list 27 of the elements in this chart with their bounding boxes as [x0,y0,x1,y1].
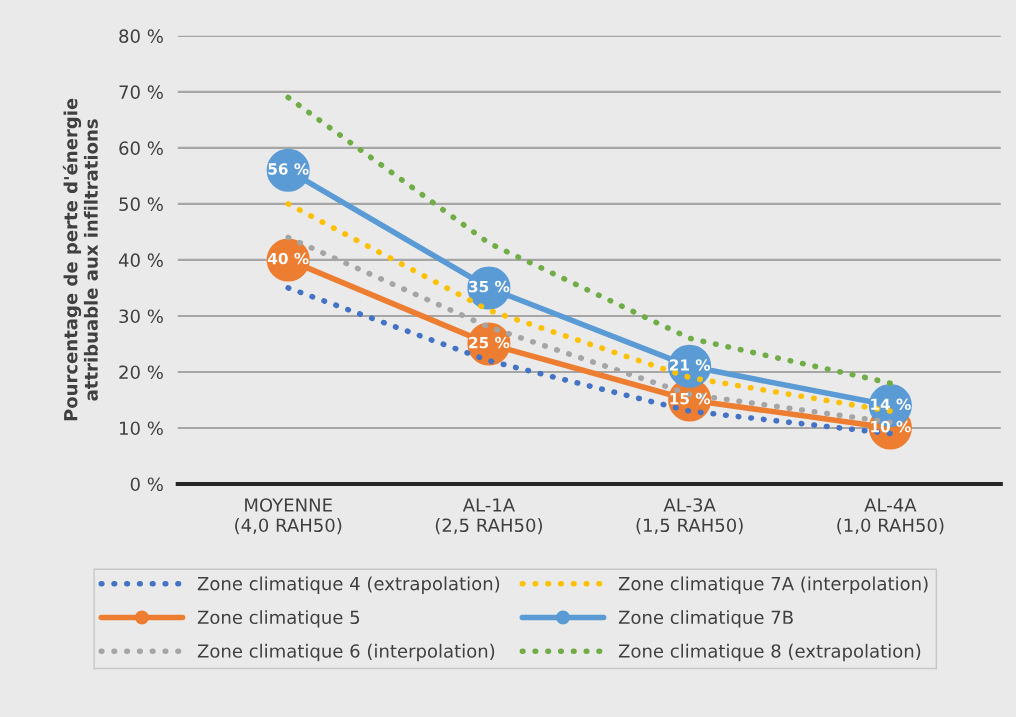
data-label: 21 % [669,359,711,371]
data-label: 35 % [469,280,510,293]
legend-label: Zone climatique 5 [197,610,360,628]
y-tick-label: 80 % [119,29,163,43]
y-tick-label: 10 % [120,421,163,436]
y-tick-label: 20 % [119,365,163,380]
legend-label: Zone climatique 4 (extrapolation) [197,576,500,594]
legend-label: Zone climatique 6 (interpolation) [197,643,495,662]
data-label: 25 % [469,336,510,349]
legend-label: Zone climatique 7A (interpolation) [618,576,928,594]
x-tick-label: AL-3A (1,5 RAH50) [636,498,743,535]
y-tick-label: 40 % [118,253,163,268]
y-tick-label: 0 % [130,477,163,492]
data-label: 56 % [268,163,309,175]
y-axis-title: Pourcentage de perte d'énergie attribuable aux infiltrations [62,98,98,421]
data-label: 15 % [670,392,711,405]
x-tick-label: AL-4A (1,0 RAH50) [837,498,944,535]
legend-label: Zone climatique 8 (extrapolation) [618,643,921,662]
y-tick-label: 70 % [119,85,163,99]
y-tick-label: 50 % [119,197,163,212]
data-label: 14 % [871,398,911,410]
data-label: 40 % [267,252,309,265]
legend-label: Zone climatique 7B [618,610,793,628]
y-tick-label: 30 % [119,309,163,324]
y-tick-label: 60 % [119,141,163,155]
x-tick-label: AL-1A (2,5 RAH50) [435,498,542,535]
x-tick-label: MOYENNE (4,0 RAH50) [235,498,342,535]
